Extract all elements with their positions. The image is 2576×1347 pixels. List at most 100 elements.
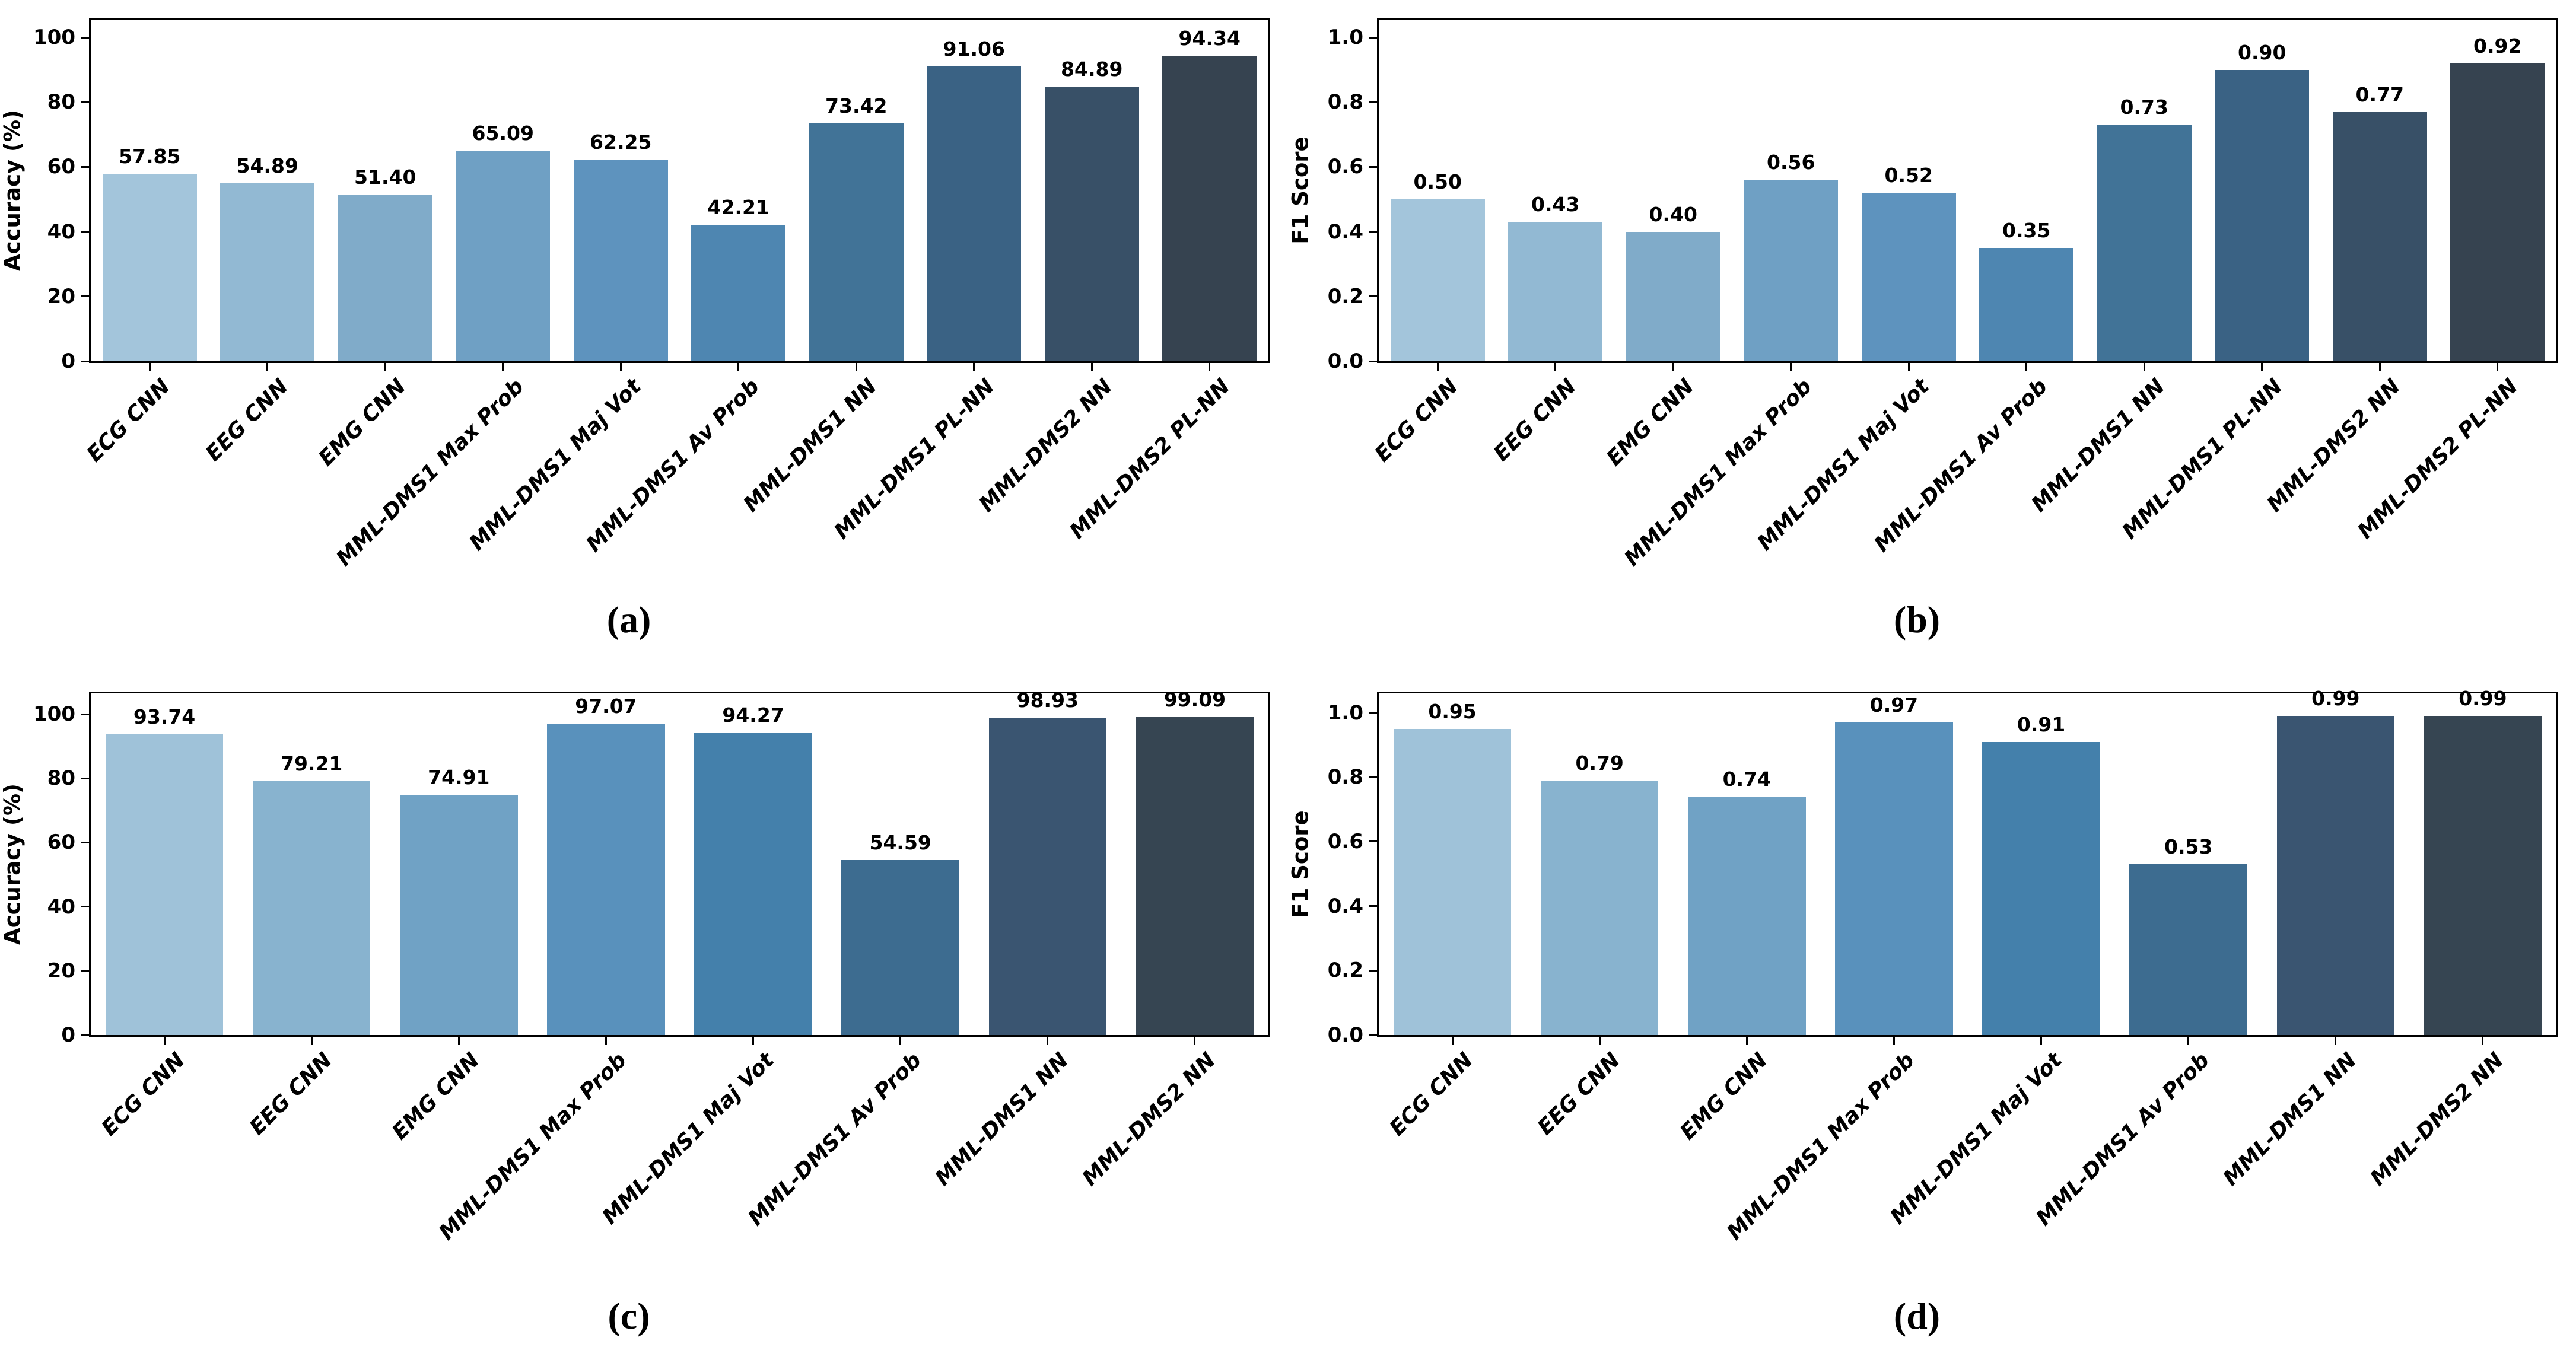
y-tick-label: 1.0 (1327, 700, 1363, 725)
bar-value-label: 65.09 (472, 121, 534, 145)
bar-value-label: 0.77 (2355, 82, 2404, 106)
bar-value-label: 79.21 (280, 751, 343, 775)
panel-b-caption: (b) (1893, 598, 1941, 641)
bar (988, 717, 1107, 1035)
x-tick-label: EMG CNN (387, 1048, 485, 1145)
bar (927, 66, 1022, 361)
panel-d-plot-box: F1 Score 0.0 0.2 0.4 0.6 0.8 1.0 0.95 ECG CNN 0.7… (1288, 687, 2558, 1245)
x-tick-label: MML-DMS1 Max Prob (1619, 374, 1817, 571)
y-tick-label: 0.0 (1327, 349, 1363, 373)
x-tick-label: MML-DMS2 NN (2365, 1048, 2508, 1191)
y-tick-label: 80 (47, 90, 75, 114)
panel-c-plot-box: Accuracy (%) 0 20 40 60 80 100 93.74 ECG CNN 79.2… (0, 688, 1270, 1245)
x-tick-mark (1745, 1037, 1748, 1045)
bar (1540, 780, 1659, 1035)
x-tick-mark (2335, 1037, 2337, 1045)
y-tick-mark (81, 841, 89, 843)
y-tick-mark (81, 777, 89, 779)
bar-value-label: 0.90 (2238, 40, 2286, 64)
y-tick-mark (1369, 101, 1377, 103)
bar-value-label: 0.50 (1413, 170, 1462, 194)
y-tick-label: 60 (47, 830, 75, 855)
bar (2276, 716, 2395, 1035)
bar (1508, 222, 1603, 361)
y-tick-mark (1369, 905, 1377, 907)
bar (1393, 728, 1512, 1035)
y-tick-label: 60 (47, 155, 75, 179)
bar (1982, 741, 2100, 1035)
bar-value-label: 54.89 (236, 154, 298, 178)
x-tick-label: EMG CNN (1602, 374, 1699, 471)
y-tick-label: 20 (47, 958, 75, 983)
x-tick-label: ECG CNN (97, 1048, 190, 1141)
y-tick-mark (1369, 712, 1377, 714)
x-tick-mark (1047, 1037, 1049, 1045)
bar-value-label: 74.91 (428, 765, 490, 789)
y-tick-label: 0 (61, 1023, 75, 1047)
x-tick-mark (1907, 363, 1910, 371)
x-tick-mark (2040, 1037, 2043, 1045)
x-tick-label: ECG CNN (1385, 1048, 1478, 1141)
x-tick-label: EEG CNN (1533, 1048, 1626, 1140)
x-tick-mark (899, 1037, 902, 1045)
bar (809, 123, 904, 361)
bar (1136, 717, 1254, 1035)
bar (220, 183, 315, 361)
x-tick-mark (384, 363, 386, 371)
y-tick-label: 0.2 (1327, 284, 1363, 308)
bar (1044, 86, 1139, 361)
x-tick-mark (1790, 363, 1792, 371)
y-tick-mark (81, 165, 89, 168)
y-axis-label: F1 Score (1287, 136, 1314, 244)
panel-b-plot-box: F1 Score 0.0 0.2 0.4 0.6 0.8 1.0 0.50 ECG CNN 0.4… (1288, 18, 2558, 571)
bar-value-label: 0.91 (2017, 712, 2066, 736)
panel-d-caption: (d) (1893, 1295, 1941, 1337)
y-tick-label: 0.4 (1327, 219, 1363, 244)
y-tick-label: 100 (33, 26, 75, 50)
bar-value-label: 57.85 (119, 145, 181, 168)
y-tick-label: 0.8 (1327, 765, 1363, 789)
bar (841, 859, 959, 1035)
y-tick-label: 100 (33, 702, 75, 727)
panel-a-plot-box: Accuracy (%) 0 20 40 60 80 100 57.85 ECG CNN 54.8… (0, 18, 1270, 571)
bar (2450, 63, 2545, 361)
bar-value-label: 0.53 (2164, 835, 2213, 858)
y-tick-mark (81, 713, 89, 715)
x-tick-mark (1194, 1037, 1196, 1045)
bar-value-label: 0.56 (1767, 151, 1815, 174)
bar-value-label: 97.07 (575, 695, 637, 718)
bar-value-label: 0.95 (1428, 699, 1477, 723)
panel-c: Accuracy (%) 0 20 40 60 80 100 93.74 ECG CNN 79.2… (0, 674, 1288, 1347)
bar (1979, 247, 2074, 361)
x-tick-label: MML-DMS2 NN (1077, 1048, 1220, 1191)
x-tick-label: EEG CNN (201, 374, 293, 466)
bar-value-label: 93.74 (133, 705, 196, 729)
y-axis-label: Accuracy (%) (0, 110, 26, 271)
bar-value-label: 42.21 (707, 195, 769, 219)
x-tick-mark (2143, 363, 2145, 371)
y-tick-label: 0.6 (1327, 155, 1363, 179)
y-tick-mark (1369, 1034, 1377, 1036)
bar-value-label: 94.27 (722, 703, 784, 727)
bar (105, 734, 224, 1035)
bar-value-label: 0.99 (2311, 687, 2360, 711)
x-tick-mark (163, 1037, 166, 1045)
y-tick-mark (1369, 360, 1377, 362)
bar-value-label: 0.35 (2002, 218, 2051, 242)
y-tick-mark (81, 360, 89, 362)
bar (1835, 722, 1953, 1035)
bar-value-label: 0.52 (1884, 164, 1933, 187)
bar (1162, 55, 1257, 361)
y-tick-label: 1.0 (1327, 26, 1363, 50)
x-tick-label: EEG CNN (1489, 374, 1581, 466)
bar-value-label: 0.97 (1869, 693, 1919, 717)
bar-value-label: 0.73 (2120, 95, 2168, 119)
bar (2129, 864, 2247, 1035)
x-tick-mark (1451, 1037, 1454, 1045)
y-tick-mark (81, 231, 89, 233)
bar (2424, 716, 2542, 1035)
x-tick-mark (1893, 1037, 1895, 1045)
x-tick-mark (752, 1037, 755, 1045)
bar-value-label: 0.99 (2459, 687, 2507, 711)
